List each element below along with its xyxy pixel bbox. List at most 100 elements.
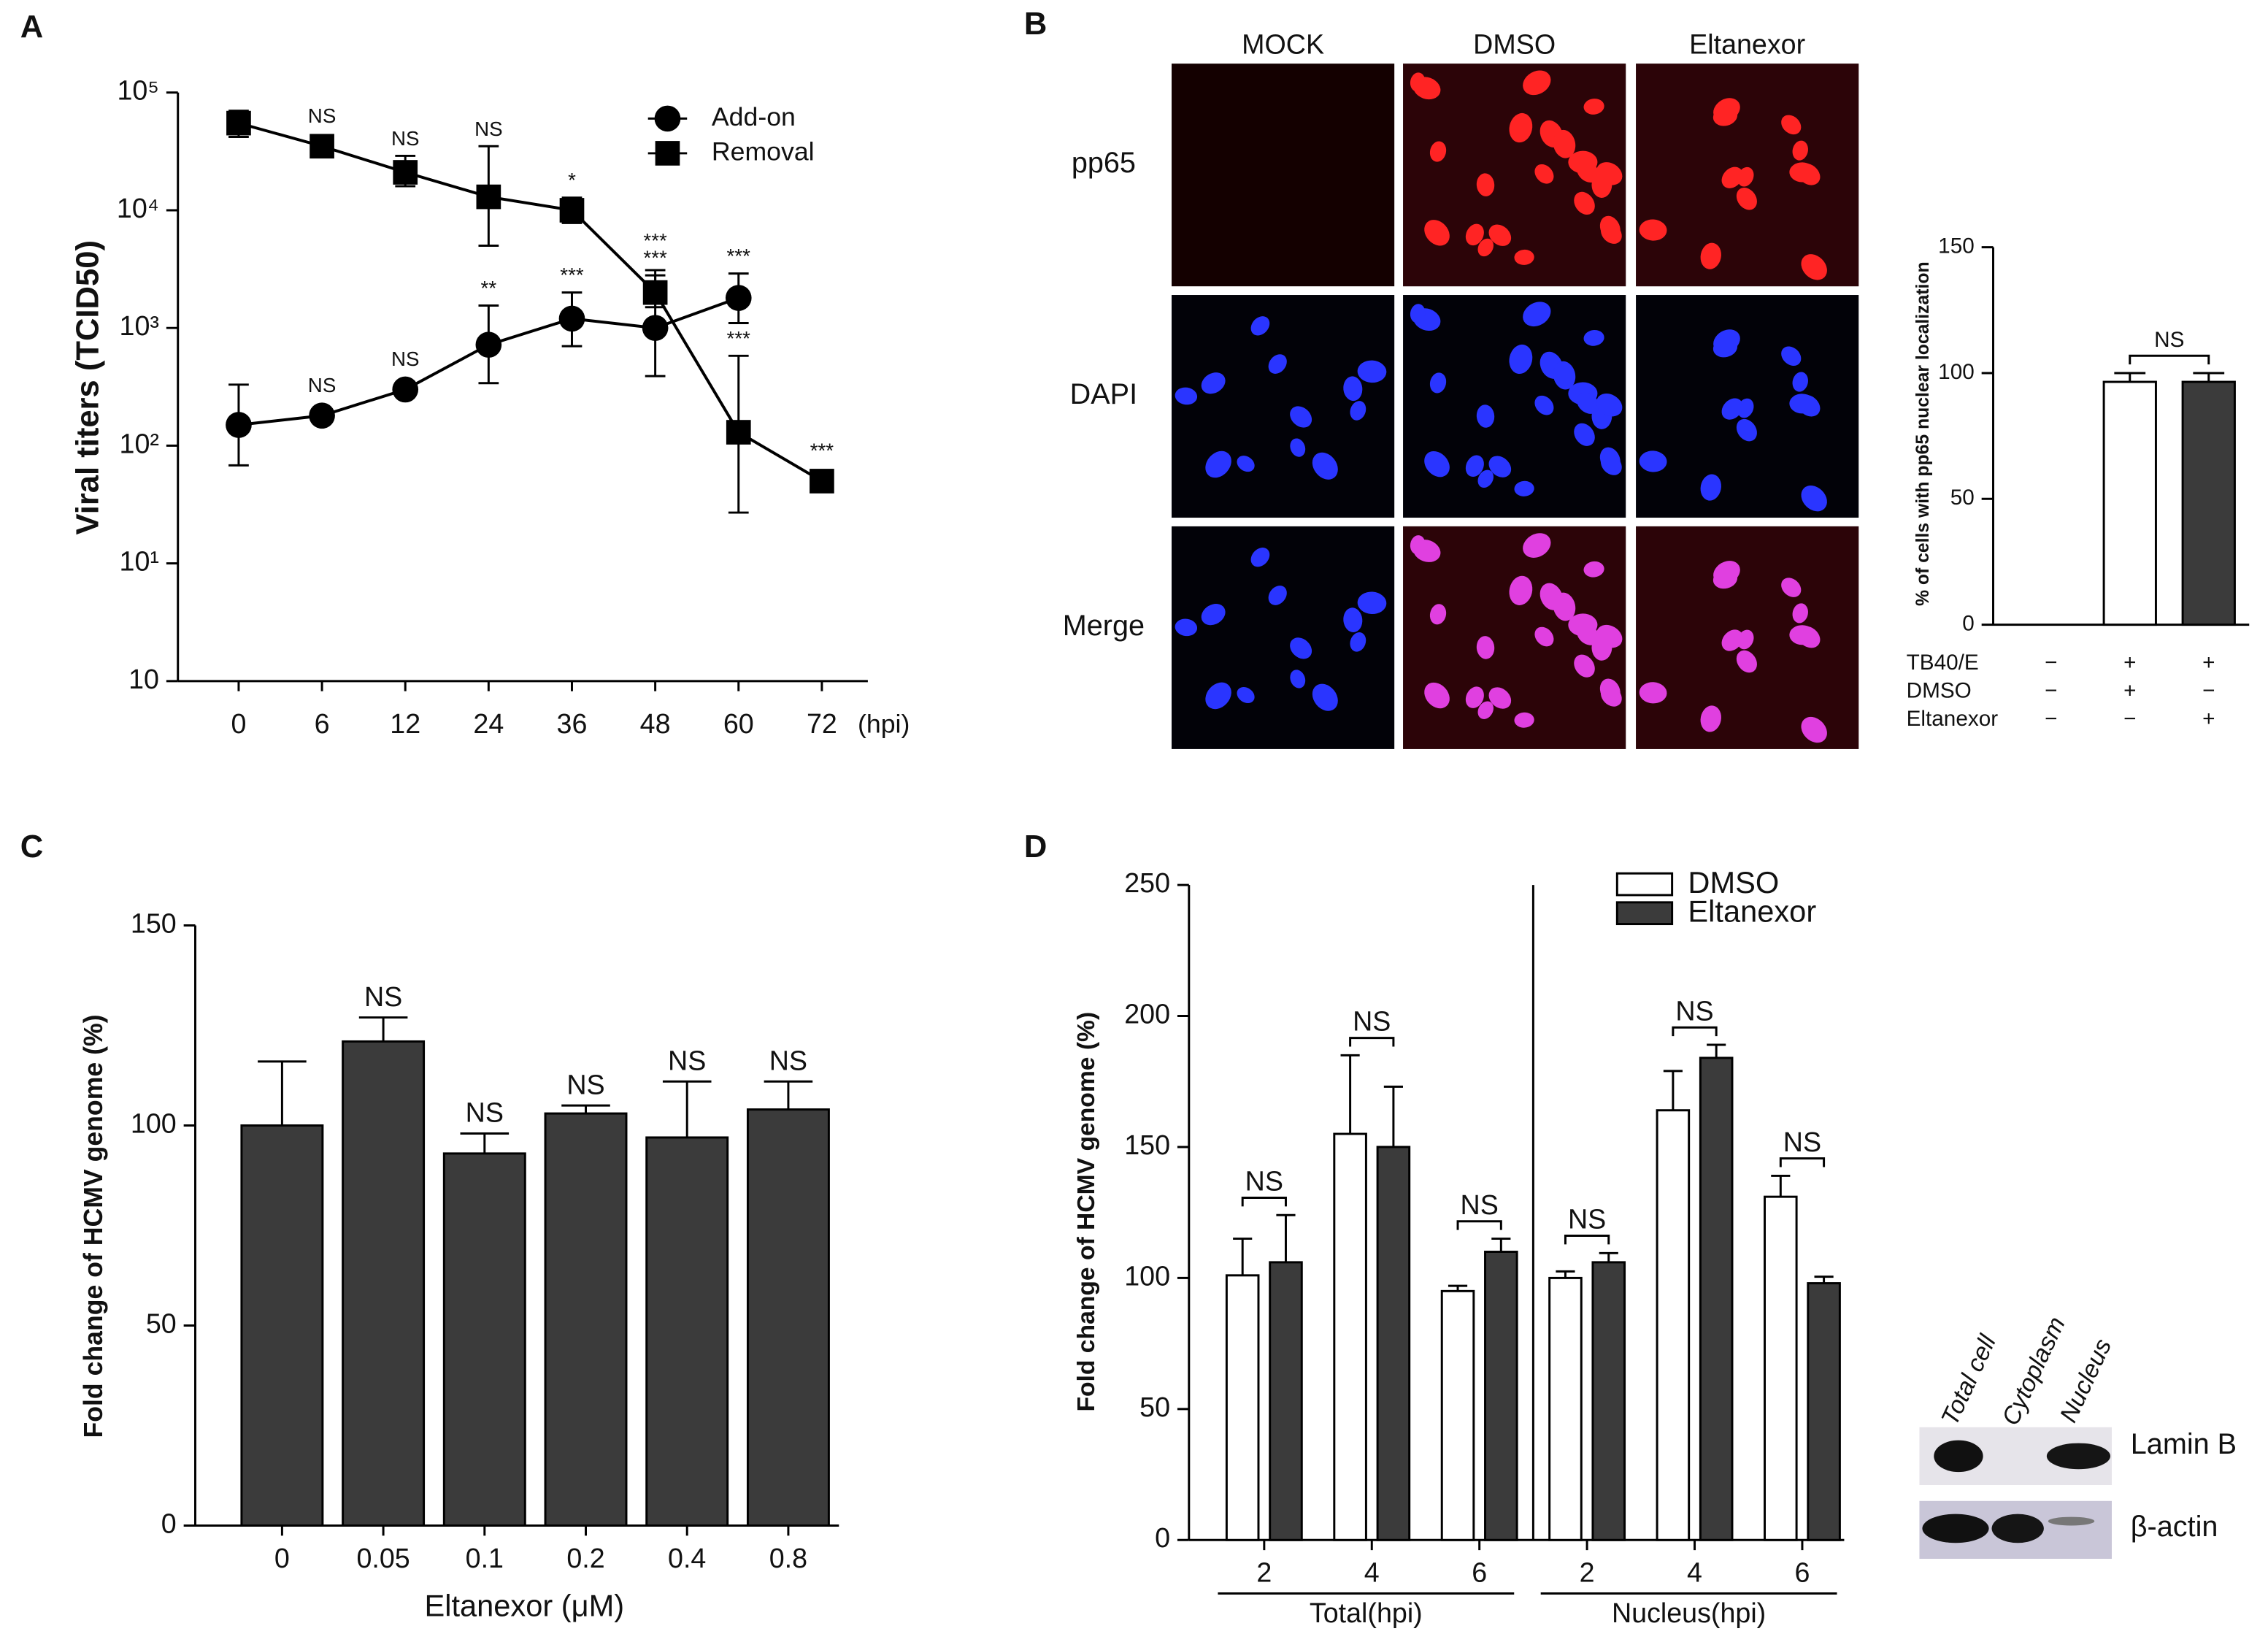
- x-tick-label: 6: [1472, 1557, 1487, 1588]
- x-tick-label: 36: [557, 708, 588, 739]
- nucleus: [1700, 474, 1721, 501]
- significance-label: **: [481, 277, 497, 299]
- nucleus: [1534, 626, 1554, 647]
- error-bar: [1383, 1085, 1403, 1147]
- nucleus: [1596, 624, 1623, 648]
- marker: [655, 141, 680, 166]
- nucleus: [1237, 686, 1255, 704]
- error-bar: [1276, 1213, 1296, 1262]
- bar: [1269, 1261, 1303, 1541]
- x-tick-label: 12: [390, 708, 420, 739]
- panel-label: B: [1024, 7, 1047, 42]
- marker: [309, 402, 335, 429]
- blot-band: [2048, 1516, 2095, 1526]
- error-bar: [2114, 372, 2146, 383]
- legend-label: Eltanexor: [1688, 894, 1816, 929]
- nucleus: [1201, 604, 1226, 626]
- blot-band: [2046, 1443, 2111, 1470]
- nucleus: [1465, 223, 1484, 246]
- nucleus: [1713, 98, 1740, 122]
- nucleus: [1410, 535, 1426, 555]
- nucleus: [1523, 70, 1551, 96]
- nucleus: [1781, 115, 1802, 135]
- nucleus: [1596, 393, 1623, 417]
- nucleus: [1350, 401, 1366, 421]
- nucleus: [1700, 705, 1721, 732]
- condition-label: DMSO: [1907, 679, 1972, 703]
- nucleus: [1721, 166, 1743, 188]
- marker: [392, 376, 419, 403]
- significance-label: NS: [2154, 328, 2184, 352]
- condition-label: TB40/E: [1907, 651, 1979, 675]
- nucleus: [1488, 687, 1512, 709]
- significance-label: NS: [566, 1069, 604, 1100]
- significance-label: ***: [727, 327, 751, 350]
- significance-label: NS: [1783, 1127, 1821, 1157]
- y-tick-label: 150: [1124, 1129, 1170, 1160]
- row-label: pp65: [1072, 147, 1136, 179]
- nucleus: [1509, 575, 1533, 605]
- bar: [240, 1124, 324, 1527]
- significance-label: NS: [1353, 1006, 1391, 1037]
- significance-bracket: [1564, 1235, 1610, 1245]
- error-bar: [1771, 1174, 1791, 1197]
- y-tick-label: 50: [1950, 486, 1975, 510]
- x-tick-label: 4: [1364, 1557, 1380, 1588]
- significance-label: NS: [668, 1045, 706, 1075]
- nucleus: [1736, 418, 1757, 442]
- x-tick-label: 48: [640, 708, 671, 739]
- x-axis-label: (hpi): [858, 710, 910, 739]
- nucleus: [1553, 361, 1576, 390]
- nucleus: [1175, 618, 1198, 637]
- x-tick-label: 4: [1687, 1557, 1702, 1588]
- x-axis-label: Eltanexor (μM): [424, 1588, 624, 1622]
- nucleus: [1250, 316, 1270, 336]
- bar: [1656, 1109, 1691, 1541]
- y-axis-label: % of cells with pp65 nuclear localizatio…: [1913, 261, 1933, 606]
- nucleus: [1523, 533, 1551, 558]
- group-label: Total(hpi): [1310, 1597, 1423, 1628]
- nucleus: [1343, 376, 1363, 402]
- significance-label: NS: [364, 981, 402, 1012]
- significance-bracket: [1349, 1037, 1395, 1047]
- nucleus: [1792, 140, 1808, 161]
- bar: [1591, 1261, 1626, 1541]
- nucleus: [1424, 450, 1450, 477]
- nucleus: [1514, 480, 1534, 496]
- significance-bracket: [2129, 354, 2210, 365]
- significance-bracket: [1779, 1157, 1826, 1167]
- significance-label: ***: [560, 264, 584, 286]
- bar: [2181, 380, 2236, 626]
- y-tick-label: 150: [131, 908, 177, 938]
- error-bar: [1663, 1070, 1683, 1111]
- nucleus: [1476, 404, 1495, 428]
- column-label: Eltanexor: [1689, 28, 1805, 59]
- bar: [1807, 1282, 1841, 1541]
- panel-label: C: [20, 829, 43, 864]
- nucleus: [1801, 486, 1827, 512]
- significance-label: NS: [474, 118, 503, 140]
- y-tick-label: 10¹: [120, 546, 159, 577]
- x-tick-label: 0: [274, 1543, 290, 1573]
- significance-bracket: [1672, 1026, 1718, 1037]
- nucleus: [1476, 636, 1495, 659]
- legend-label: Add-on: [712, 102, 796, 131]
- nucleus: [1639, 450, 1667, 472]
- significance-label: NS: [769, 1045, 807, 1075]
- nucleus: [1290, 438, 1306, 457]
- y-tick-label: 0: [1962, 611, 1975, 635]
- y-tick-label: 10²: [120, 428, 159, 459]
- x-tick-label: 6: [1794, 1557, 1810, 1588]
- nucleus: [1488, 456, 1512, 477]
- micrograph: [1172, 64, 1395, 287]
- nucleus: [1410, 72, 1426, 92]
- panel-label: D: [1024, 829, 1047, 864]
- marker: [642, 280, 668, 305]
- nucleus: [1736, 188, 1757, 210]
- nucleus: [1713, 561, 1740, 585]
- significance-label: NS: [391, 348, 420, 370]
- marker: [310, 134, 334, 159]
- y-tick-label: 0: [161, 1508, 177, 1538]
- marker: [642, 315, 669, 342]
- nucleus: [1801, 254, 1827, 280]
